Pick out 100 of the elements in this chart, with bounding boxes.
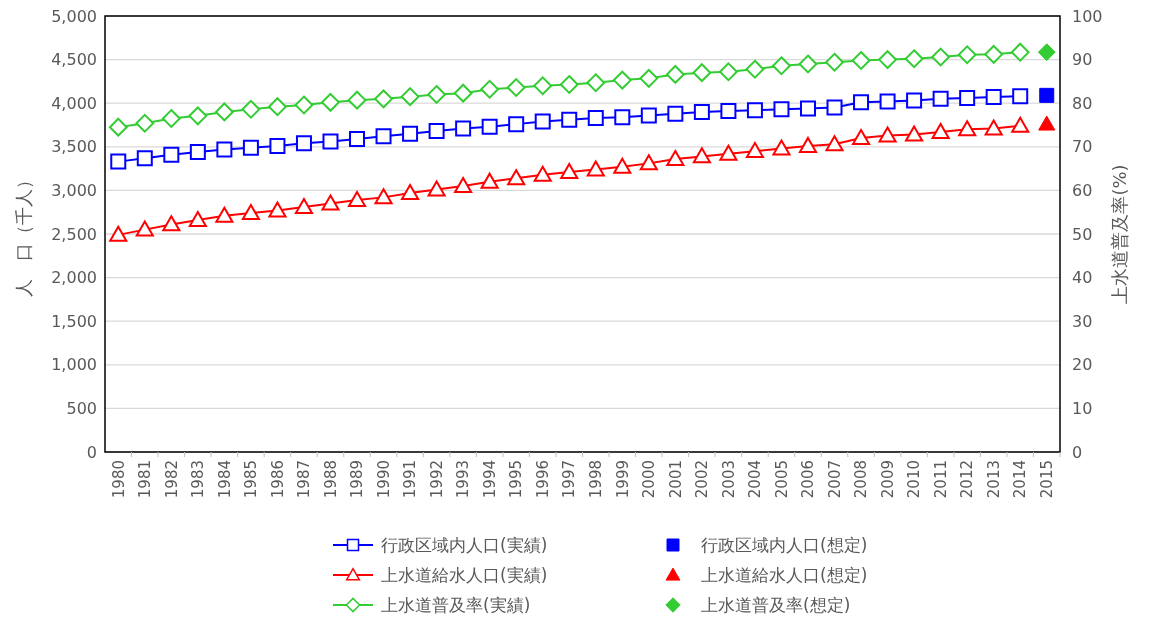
point <box>746 102 763 119</box>
point <box>879 93 896 110</box>
point <box>587 110 604 127</box>
point <box>666 149 685 166</box>
x-tick-label: 2007 <box>825 460 844 499</box>
point <box>772 139 791 156</box>
y2-tick-label: 40 <box>1072 268 1093 288</box>
point <box>480 79 500 99</box>
point <box>481 118 498 135</box>
point <box>480 172 499 189</box>
x-tick-label: 2005 <box>772 460 791 499</box>
point <box>853 94 870 111</box>
point <box>163 146 180 163</box>
y2-tick-label: 30 <box>1072 311 1093 331</box>
point <box>427 180 446 197</box>
point <box>826 99 843 116</box>
x-tick-label: 1995 <box>507 460 526 499</box>
point <box>639 68 659 88</box>
x-tick-label: 1992 <box>427 460 446 499</box>
point <box>613 157 632 174</box>
y-tick-label: 0 <box>86 442 97 462</box>
point <box>507 169 526 186</box>
point <box>135 113 155 133</box>
x-tick-label: 1986 <box>268 460 287 499</box>
x-tick-label: 1991 <box>401 460 420 499</box>
point <box>375 128 392 145</box>
point <box>984 44 1004 64</box>
point <box>108 117 128 137</box>
point <box>322 133 339 150</box>
point <box>347 190 367 207</box>
point <box>745 142 764 159</box>
point <box>109 225 128 242</box>
point <box>294 197 314 214</box>
y-axis-title: 人 口（千人） <box>13 171 34 297</box>
point <box>640 107 657 124</box>
point <box>1039 87 1055 103</box>
point <box>242 139 259 156</box>
x-tick-label: 2011 <box>931 460 950 499</box>
x-tick-label: 2001 <box>666 460 685 499</box>
point <box>825 135 844 152</box>
point <box>745 59 765 79</box>
point <box>773 101 790 118</box>
point <box>216 141 233 158</box>
point <box>374 188 393 205</box>
point <box>1038 115 1056 131</box>
legend-label: 上水道普及率(実績) <box>381 594 531 615</box>
y2-tick-label: 10 <box>1072 399 1093 418</box>
point <box>214 102 234 122</box>
point <box>612 70 632 90</box>
point <box>110 153 127 170</box>
point <box>162 215 181 232</box>
point <box>984 119 1003 136</box>
point <box>825 52 844 72</box>
x-tick-label: 1998 <box>587 460 606 499</box>
y-tick-label: 1,000 <box>51 355 97 375</box>
point <box>639 154 658 171</box>
y-tick-label: 5,000 <box>51 6 97 26</box>
y2-tick-label: 50 <box>1072 224 1093 244</box>
point <box>798 54 818 74</box>
point <box>719 62 738 82</box>
point <box>772 56 791 76</box>
point <box>985 89 1002 106</box>
point <box>851 129 871 146</box>
y2-tick-label: 20 <box>1072 355 1093 375</box>
point <box>958 120 977 137</box>
point <box>135 220 154 237</box>
x-tick-label: 2003 <box>719 460 738 499</box>
legend-label: 行政区域内人口(実績) <box>381 534 548 555</box>
x-tick-label: 1987 <box>295 460 314 499</box>
point <box>534 113 551 130</box>
point <box>321 92 340 112</box>
point <box>1012 88 1029 105</box>
y-tick-label: 2,000 <box>51 268 97 288</box>
point <box>560 163 579 180</box>
y-tick-label: 4,000 <box>51 93 97 113</box>
x-tick-label: 2008 <box>852 460 871 499</box>
y-tick-label: 500 <box>66 399 97 418</box>
y2-axis-title: 上水道普及率(%) <box>1109 164 1130 304</box>
point <box>427 85 446 104</box>
point <box>614 109 631 126</box>
point <box>719 144 738 161</box>
point <box>533 76 553 96</box>
x-tick-label: 2012 <box>958 460 977 499</box>
x-tick-label: 2002 <box>693 460 712 499</box>
point <box>508 116 525 133</box>
x-tick-label: 1988 <box>321 460 340 499</box>
point <box>878 126 897 143</box>
point <box>692 63 712 83</box>
point <box>905 125 924 142</box>
x-tick-label: 2010 <box>905 460 924 499</box>
y2-tick-label: 100 <box>1072 6 1103 26</box>
point <box>665 65 685 84</box>
x-tick-label: 1997 <box>560 460 579 499</box>
y-tick-label: 3,500 <box>51 137 97 157</box>
point <box>374 89 393 109</box>
point <box>586 160 605 177</box>
x-tick-label: 1994 <box>480 460 499 499</box>
point <box>957 45 977 65</box>
point <box>799 100 816 117</box>
point <box>453 83 473 103</box>
